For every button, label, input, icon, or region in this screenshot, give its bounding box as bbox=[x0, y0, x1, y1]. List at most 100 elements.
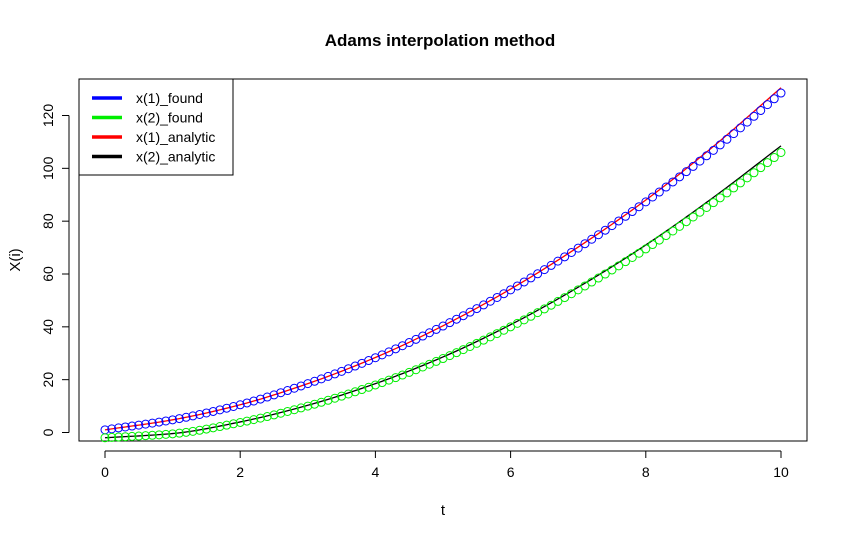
data-point bbox=[708, 198, 718, 208]
data-point bbox=[283, 386, 293, 396]
data-point bbox=[262, 392, 272, 402]
data-point bbox=[255, 394, 265, 404]
data-point bbox=[654, 235, 664, 245]
data-point bbox=[296, 403, 306, 413]
data-point bbox=[614, 216, 624, 226]
data-point bbox=[769, 153, 779, 163]
data-point bbox=[566, 247, 576, 257]
data-point bbox=[181, 412, 191, 422]
data-point bbox=[174, 428, 184, 438]
data-point bbox=[377, 378, 387, 388]
data-point bbox=[364, 382, 374, 392]
data-point bbox=[553, 296, 563, 306]
data-point bbox=[276, 408, 286, 418]
data-point bbox=[161, 416, 171, 426]
data-point bbox=[621, 211, 631, 221]
data-point bbox=[154, 417, 164, 427]
data-point bbox=[127, 431, 137, 441]
data-point bbox=[242, 398, 252, 408]
data-point bbox=[114, 423, 124, 433]
data-point bbox=[195, 409, 205, 419]
data-point bbox=[735, 178, 745, 188]
data-point bbox=[485, 296, 495, 306]
data-point bbox=[249, 396, 259, 406]
data-point bbox=[675, 221, 685, 231]
y-tick-label: 80 bbox=[40, 213, 56, 229]
legend-item: x(1)_analytic bbox=[92, 129, 215, 145]
legend-item: x(1)_found bbox=[92, 90, 203, 106]
data-point bbox=[316, 397, 326, 407]
data-point bbox=[100, 433, 110, 443]
data-point bbox=[607, 221, 617, 231]
data-point bbox=[330, 393, 340, 403]
data-point bbox=[168, 429, 178, 439]
data-point bbox=[201, 424, 211, 434]
series-layer bbox=[100, 87, 786, 443]
data-point bbox=[756, 163, 766, 173]
data-point bbox=[566, 289, 576, 299]
data-point bbox=[323, 395, 333, 405]
data-point bbox=[249, 415, 259, 425]
legend-box bbox=[78, 78, 234, 176]
y-tick-label: 40 bbox=[40, 319, 56, 335]
data-point bbox=[614, 261, 624, 271]
series-x-1-analytic bbox=[104, 87, 782, 431]
series-line bbox=[104, 145, 782, 439]
data-point bbox=[762, 100, 772, 110]
data-point bbox=[621, 257, 631, 267]
legend: x(1)_found x(2)_found x(1)_analytic x(2)_an… bbox=[78, 78, 234, 176]
data-point bbox=[242, 416, 252, 426]
data-point bbox=[512, 281, 522, 291]
data-point bbox=[195, 425, 205, 435]
data-point bbox=[756, 105, 766, 115]
x-tick-label: 2 bbox=[236, 464, 244, 480]
data-point bbox=[648, 192, 658, 202]
data-point bbox=[648, 240, 658, 250]
data-point bbox=[222, 420, 232, 430]
data-point bbox=[120, 422, 130, 432]
data-point bbox=[742, 117, 752, 127]
data-point bbox=[506, 285, 516, 295]
data-point bbox=[573, 285, 583, 295]
data-point bbox=[695, 207, 705, 217]
data-point bbox=[303, 379, 313, 389]
data-point bbox=[702, 202, 712, 212]
series-line bbox=[104, 87, 782, 431]
data-point bbox=[681, 167, 691, 177]
data-point bbox=[722, 188, 732, 198]
data-point bbox=[641, 197, 651, 207]
data-point bbox=[560, 293, 570, 303]
x-tick-label: 4 bbox=[372, 464, 380, 480]
legend-label: x(1)_found bbox=[136, 90, 203, 106]
data-point bbox=[735, 123, 745, 133]
data-point bbox=[533, 269, 543, 279]
data-point bbox=[188, 411, 198, 421]
data-point bbox=[708, 145, 718, 155]
data-point bbox=[580, 281, 590, 291]
data-point bbox=[215, 422, 225, 432]
legend-item: x(2)_found bbox=[92, 110, 203, 126]
data-point bbox=[235, 417, 245, 427]
y-tick-label: 120 bbox=[40, 104, 56, 128]
data-point bbox=[695, 156, 705, 166]
data-point bbox=[134, 431, 144, 441]
data-point bbox=[533, 308, 543, 318]
data-point bbox=[208, 423, 218, 433]
data-point bbox=[526, 311, 536, 321]
plot-frame bbox=[78, 78, 808, 442]
chart-title: Adams interpolation method bbox=[325, 31, 555, 50]
data-point bbox=[742, 173, 752, 183]
data-point bbox=[580, 239, 590, 249]
data-point bbox=[174, 414, 184, 424]
data-point bbox=[147, 418, 157, 428]
data-point bbox=[587, 277, 597, 287]
x-tick-label: 10 bbox=[773, 464, 789, 480]
data-point bbox=[769, 94, 779, 104]
data-point bbox=[181, 427, 191, 437]
data-point bbox=[553, 256, 563, 266]
x-tick-label: 0 bbox=[101, 464, 109, 480]
data-point bbox=[337, 391, 347, 401]
data-point bbox=[715, 193, 725, 203]
legend-label: x(1)_analytic bbox=[136, 129, 215, 145]
data-point bbox=[492, 292, 502, 302]
